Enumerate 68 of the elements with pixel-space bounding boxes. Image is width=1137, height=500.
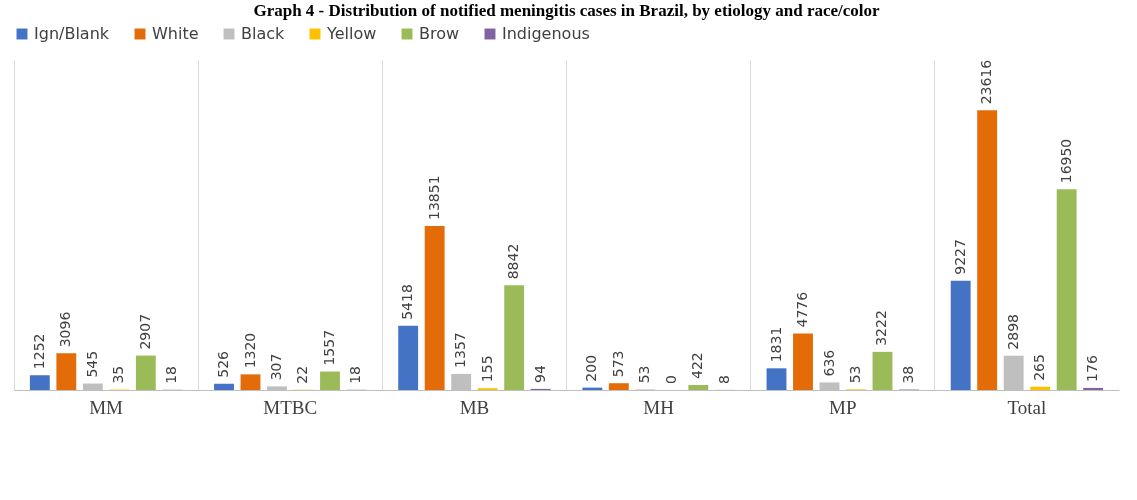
data-label: 18 <box>163 365 180 384</box>
bar <box>793 333 813 390</box>
chart-title: Graph 4 - Distribution of notified meningitis cases in Brazil, by etiology and race/color <box>253 1 881 20</box>
data-label: 53 <box>847 365 863 384</box>
data-label: 3222 <box>873 310 890 346</box>
data-label: 8 <box>715 374 732 384</box>
bar <box>424 225 445 390</box>
data-label: 9227 <box>951 239 968 275</box>
x-tick-label: MM <box>89 396 124 418</box>
bar <box>688 385 709 390</box>
data-label: 2898 <box>1004 314 1021 350</box>
data-label: 35 <box>110 365 127 384</box>
data-label: 265 <box>1031 354 1048 381</box>
data-label: 176 <box>1084 355 1101 382</box>
data-label: 13851 <box>425 175 442 220</box>
bar <box>872 351 893 390</box>
x-tick-label: MTBC <box>263 396 318 418</box>
data-label: 573 <box>609 350 626 378</box>
bar <box>398 325 419 390</box>
bar <box>1030 386 1051 390</box>
legend-label: White <box>152 24 199 43</box>
legend-label: Yellow <box>326 24 377 43</box>
bar <box>214 383 234 390</box>
bar <box>135 355 156 390</box>
data-label: 636 <box>820 349 837 377</box>
data-label: 53 <box>636 365 653 384</box>
bar <box>240 374 261 390</box>
bar <box>56 353 77 390</box>
bar <box>1083 387 1104 390</box>
data-label: 38 <box>900 365 916 384</box>
data-label: 1557 <box>321 329 337 366</box>
data-label: 307 <box>268 353 284 381</box>
data-label: 8842 <box>505 243 522 280</box>
data-label: 4776 <box>794 291 810 328</box>
legend-label: Indigenous <box>502 24 590 43</box>
bar <box>950 280 971 390</box>
data-label: 16950 <box>1057 138 1074 184</box>
bar <box>29 375 50 390</box>
bar <box>977 110 998 390</box>
data-label: 526 <box>215 350 231 378</box>
legend-label: Ign/Blank <box>34 24 110 43</box>
legend-label: Black <box>241 24 286 43</box>
data-label: 22 <box>294 365 311 384</box>
bar <box>1056 189 1077 390</box>
data-label: 2907 <box>136 313 153 350</box>
x-tick-label: MB <box>459 396 490 418</box>
bar <box>320 371 340 390</box>
data-label: 1357 <box>452 332 469 368</box>
bar <box>608 383 629 390</box>
data-label: 0 <box>662 375 679 384</box>
data-label: 94 <box>531 364 548 383</box>
data-label: 1320 <box>241 332 258 369</box>
data-label: 155 <box>478 355 495 383</box>
data-label: 5418 <box>399 284 416 320</box>
data-label: 3096 <box>57 311 74 348</box>
data-label: 200 <box>583 354 600 382</box>
bar <box>766 368 787 390</box>
data-label: 545 <box>83 350 100 378</box>
bar <box>504 285 525 390</box>
x-tick-label: Total <box>1007 396 1047 418</box>
data-label: 18 <box>347 365 364 384</box>
data-label: 1252 <box>30 333 47 370</box>
x-tick-label: MH <box>643 396 675 418</box>
data-label: 422 <box>689 352 706 379</box>
data-label: 1831 <box>767 326 784 363</box>
x-tick-label: MP <box>829 396 857 418</box>
data-label: 23616 <box>978 59 995 105</box>
legend-label: Brow <box>419 24 460 43</box>
